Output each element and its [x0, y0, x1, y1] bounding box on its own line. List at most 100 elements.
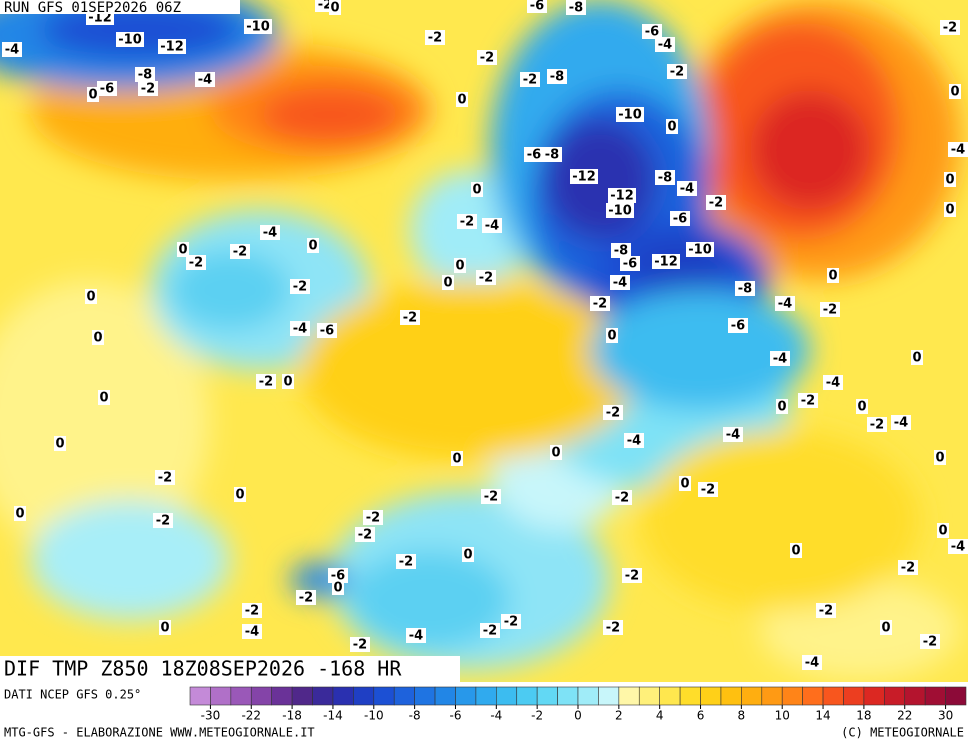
contour-label-text: 0: [607, 329, 616, 344]
contour-label-box: [480, 623, 500, 638]
contour-label-text: 0: [160, 621, 169, 636]
contour-label-text: -2: [943, 21, 957, 36]
contour-label-box: [527, 0, 547, 13]
contour-label-box: [328, 568, 348, 583]
contour-label-text: 0: [938, 524, 947, 539]
contour-label: -4: [677, 181, 697, 197]
contour-label-text: -4: [805, 656, 819, 671]
contour-label: -2: [590, 296, 610, 312]
contour-label-box: [260, 225, 280, 240]
contour-label-box: [138, 81, 158, 96]
contour-label-text: 0: [235, 488, 244, 503]
contour-label-text: 0: [99, 391, 108, 406]
contour-label: -2: [153, 513, 173, 529]
colorbar-swatch: [250, 686, 272, 706]
contour-label-box: [396, 554, 416, 569]
contour-label: 0: [442, 275, 454, 291]
contour-label-text: -4: [263, 226, 277, 241]
contour-label-box: [816, 603, 836, 618]
contour-label: -2: [480, 623, 500, 639]
contour-label: -2: [186, 255, 206, 271]
contour-label: -2: [706, 195, 726, 211]
contour-label-text: -6: [320, 324, 334, 339]
contour-label: -4: [655, 37, 675, 53]
contour-label: -2: [603, 620, 623, 636]
contour-label: -4: [242, 624, 262, 640]
contour-label-box: [471, 182, 483, 197]
contour-label-text: -2: [593, 297, 607, 312]
colorbar-swatch: [720, 686, 742, 706]
contour-label-box: [622, 568, 642, 583]
contour-label-text: -10: [608, 204, 632, 219]
colorbar-swatch: [761, 686, 783, 706]
contour-label: 0: [462, 547, 474, 563]
contour-label-text: -8: [545, 148, 559, 163]
contour-label: 0: [679, 476, 691, 492]
contour-label-box: [798, 393, 818, 408]
contour-label-box: [481, 489, 501, 504]
contour-label-box: [14, 506, 26, 521]
contour-label-box: [85, 289, 97, 304]
contour-label-text: -12: [610, 189, 634, 204]
colorbar-tick-label: -10: [364, 709, 384, 723]
contour-label: -2: [816, 603, 836, 619]
contour-label-box: [234, 487, 246, 502]
contour-label-box: [944, 172, 956, 187]
contour-label-box: [547, 69, 567, 84]
colorbar-swatch: [332, 686, 354, 706]
credit: MTG-GFS - ELABORAZIONE WWW.METEOGIORNALE…: [4, 726, 315, 740]
contour-label-box: [242, 603, 262, 618]
contour-label-text: -8: [614, 244, 628, 259]
title-box: [0, 656, 460, 684]
contour-label-text: -2: [701, 483, 715, 498]
colorbar-tick-label: 8: [738, 709, 746, 723]
contour-label: -2: [457, 214, 477, 230]
contour-label-text: -4: [773, 352, 787, 367]
contour-label-box: [940, 20, 960, 35]
contour-label-text: -12: [160, 40, 184, 55]
colorbar-swatch: [924, 686, 946, 706]
contour-label-box: [442, 275, 454, 290]
contour-label: -8: [735, 281, 755, 297]
colorbar-tick-label: -22: [241, 709, 261, 723]
contour-label-text: 0: [680, 477, 689, 492]
contour-label-text: -4: [778, 297, 792, 312]
contour-label-box: [350, 637, 370, 652]
colorbar-swatch: [353, 686, 375, 706]
colorbar-swatch: [516, 686, 538, 706]
colorbar-swatch: [638, 686, 660, 706]
contour-label-text: -2: [299, 591, 313, 606]
colorbar-swatch: [884, 686, 906, 706]
contour-label: 0: [949, 84, 961, 100]
contour-label-box: [524, 147, 544, 162]
contour-label-text: -2: [156, 514, 170, 529]
contour-label-box: [610, 275, 630, 290]
contour-label: -6: [642, 24, 662, 40]
contour-label-text: -2: [158, 471, 172, 486]
contour-label: -12: [652, 254, 680, 270]
colorbar-swatch: [393, 686, 415, 706]
contour-label-text: -4: [951, 540, 965, 555]
contour-label-text: -4: [485, 219, 499, 234]
contour-label-text: -4: [951, 143, 965, 158]
contour-label-text: -2: [709, 196, 723, 211]
contour-label-text: -6: [673, 212, 687, 227]
contour-label-box: [880, 620, 892, 635]
contour-label-box: [823, 375, 843, 390]
contour-label-text: -4: [726, 428, 740, 443]
contour-label-text: -4: [245, 625, 259, 640]
contour-label-box: [666, 119, 678, 134]
colorbar-swatch: [700, 686, 722, 706]
contour-label-box: [153, 513, 173, 528]
contour-label-text: -4: [658, 38, 672, 53]
contour-label-box: [624, 433, 644, 448]
colorbar-tick-label: 0: [574, 709, 582, 723]
contour-label-text: -2: [483, 624, 497, 639]
colorbar-swatch: [904, 686, 926, 706]
contour-label: -4: [723, 427, 743, 443]
map-title: DIF TMP Z850 18Z08SEP2026 -168 HR: [4, 657, 402, 681]
contour-label: -4: [290, 321, 310, 337]
contour-label-text: -2: [823, 303, 837, 318]
colorbar-tick-label: -8: [409, 709, 421, 723]
